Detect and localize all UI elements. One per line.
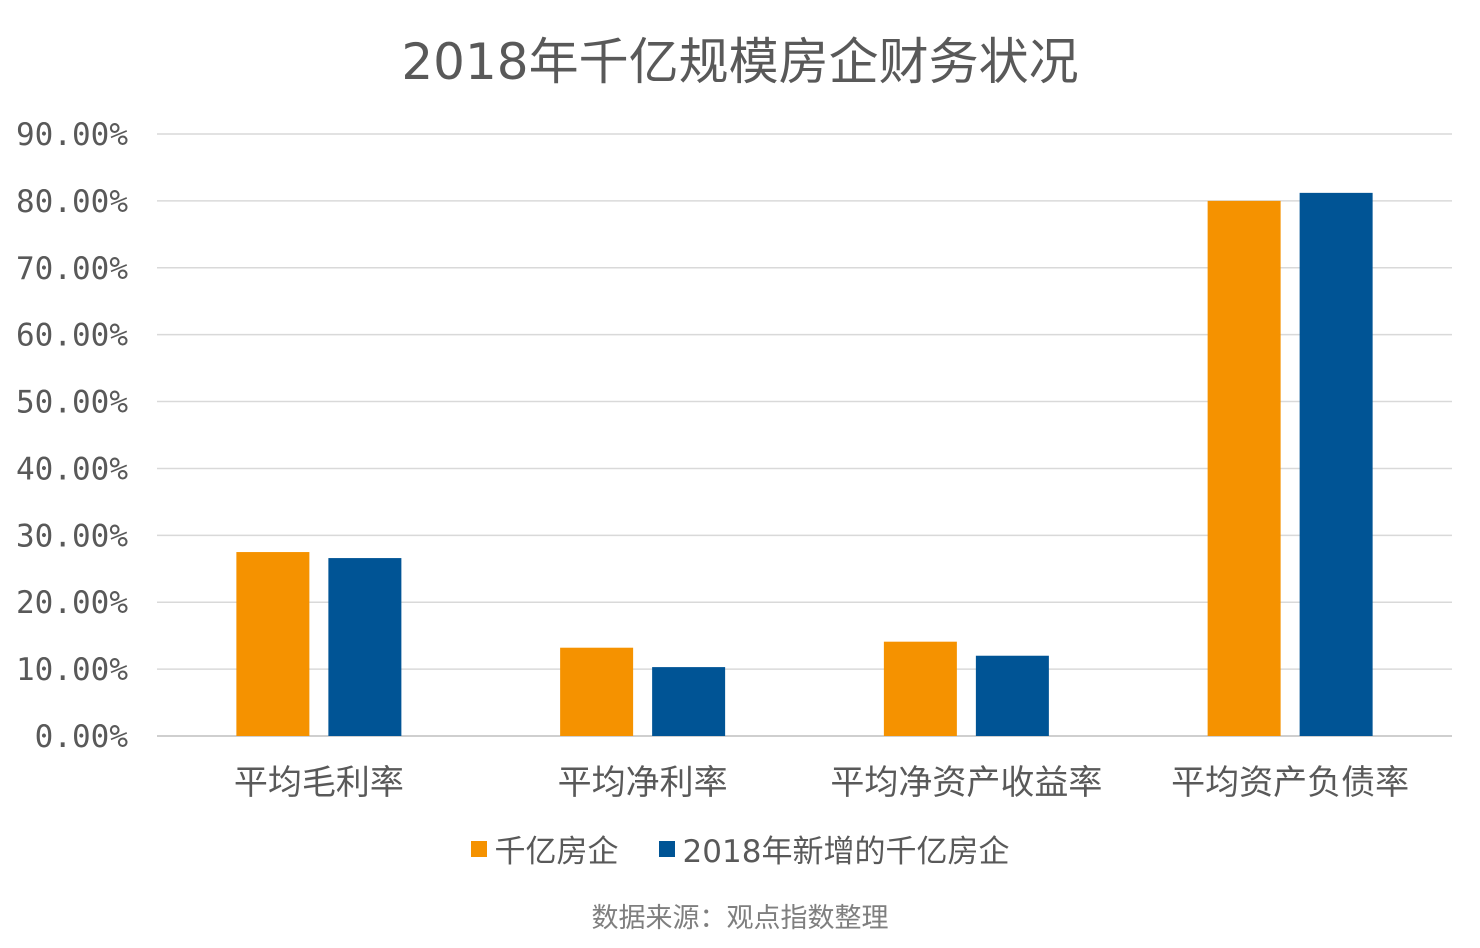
x-category-label: 平均毛利率 — [234, 763, 404, 803]
y-tick-label: 70.00% — [16, 251, 128, 287]
x-category-label: 平均资产负债率 — [1171, 763, 1409, 803]
chart-legend: 千亿房企 2018年新增的千亿房企 — [0, 826, 1480, 871]
bar-blue — [328, 558, 402, 736]
y-tick-label: 60.00% — [16, 318, 128, 354]
y-tick-label: 30.00% — [16, 518, 128, 554]
bar-blue — [1299, 192, 1373, 736]
legend-item-series-2: 2018年新增的千亿房企 — [658, 826, 1010, 871]
bar-orange — [560, 647, 634, 736]
bar-orange — [883, 641, 957, 736]
y-tick-label: 10.00% — [16, 652, 128, 688]
y-tick-label: 90.00% — [16, 117, 128, 153]
y-tick-label: 80.00% — [16, 184, 128, 220]
bar-orange — [236, 552, 310, 736]
y-tick-label: 40.00% — [16, 451, 128, 487]
legend-swatch-orange — [470, 840, 487, 857]
bar-blue — [975, 655, 1049, 736]
bar-orange — [1207, 200, 1281, 736]
x-category-label: 平均净利率 — [558, 763, 728, 803]
legend-item-series-1: 千亿房企 — [470, 826, 619, 871]
legend-swatch-blue — [658, 840, 675, 857]
legend-label: 千亿房企 — [494, 834, 619, 870]
legend-label: 2018年新增的千亿房企 — [682, 834, 1010, 870]
source-note: 数据来源：观点指数整理 — [591, 903, 889, 934]
y-tick-label: 50.00% — [16, 385, 128, 421]
x-category-label: 平均净资产收益率 — [830, 763, 1102, 803]
bar-blue — [652, 667, 726, 736]
y-tick-label: 0.00% — [35, 719, 129, 755]
chart-title: 2018年千亿规模房企财务状况 — [401, 33, 1079, 91]
y-tick-label: 20.00% — [16, 585, 128, 621]
